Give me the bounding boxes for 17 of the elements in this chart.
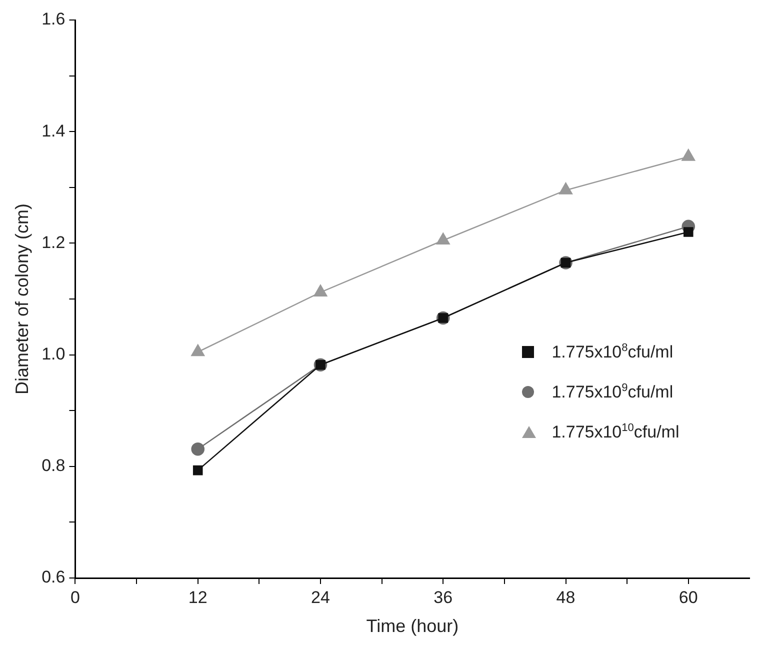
y-axis-title: Diameter of colony (cm) [12,203,32,395]
y-tick-label: 1.2 [42,232,66,252]
x-tick-label: 0 [70,588,80,607]
y-tick-label: 1.4 [42,121,66,140]
y-tick-label: 1.0 [42,344,66,364]
x-tick-label: 48 [556,588,576,607]
y-tick-label: 0.8 [42,456,66,476]
y-tick-label: 1.6 [42,10,66,29]
x-tick-label: 36 [434,588,453,607]
legend-label: 1.775x10$^{9}$cfu/ml [552,382,674,403]
x-axis-title: Time (hour) [366,616,459,636]
legend-label: 1.775x10$^{8}$cfu/ml [552,342,674,363]
x-tick-label: 24 [311,588,330,607]
y-tick-label: 0.6 [42,568,66,587]
x-tick-label: 12 [188,588,208,607]
x-tick-label: 60 [678,588,698,607]
legend-label: 1.775x10$^{10}$cfu/ml [552,422,680,443]
